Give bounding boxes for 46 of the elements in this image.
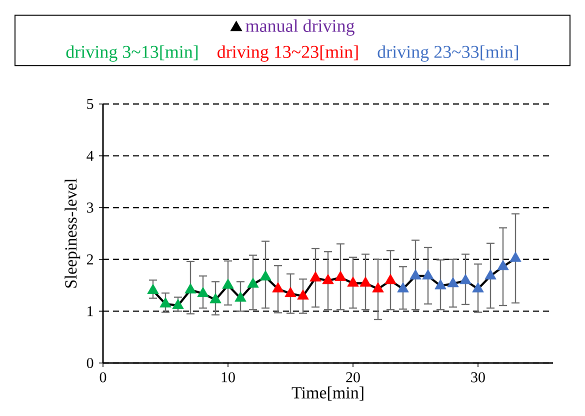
point xyxy=(210,293,222,304)
text: driving 3~13[min] xyxy=(66,45,198,62)
point xyxy=(384,274,396,284)
point xyxy=(460,274,472,284)
point xyxy=(322,274,334,284)
y-tick-label: 0 xyxy=(86,358,94,368)
point xyxy=(310,271,322,282)
point xyxy=(234,292,246,302)
point xyxy=(297,289,309,300)
point xyxy=(284,286,296,298)
point xyxy=(434,279,446,290)
y-tick-label: 2 xyxy=(86,254,93,264)
point xyxy=(334,270,346,281)
y-tick-label: 1 xyxy=(88,306,93,316)
text: driving 23~33[min] xyxy=(378,45,518,62)
point xyxy=(272,282,284,292)
legend-label: manual driving xyxy=(246,19,354,36)
y-tick-label: 5 xyxy=(87,99,94,109)
x-axis-title: Time[min] xyxy=(292,386,364,401)
x-tick-label: 0 xyxy=(100,372,106,382)
y-tick-label: 3 xyxy=(87,202,94,213)
x-tick-label: 20 xyxy=(346,372,360,382)
x-tick-label: 30 xyxy=(471,372,485,382)
text: driving 13~23[min] xyxy=(218,45,358,62)
point xyxy=(160,297,172,308)
point xyxy=(222,278,234,289)
point xyxy=(422,269,434,280)
point xyxy=(447,277,459,288)
y-axis-title: Sleepiness-level xyxy=(64,178,80,288)
x-tick-label: 10 xyxy=(222,372,235,382)
point xyxy=(372,282,384,292)
point xyxy=(510,252,522,262)
point xyxy=(360,276,372,287)
point xyxy=(497,260,509,270)
point xyxy=(247,278,259,288)
point xyxy=(410,269,422,280)
point xyxy=(147,284,159,294)
point xyxy=(184,283,196,294)
y-tick-label: 4 xyxy=(86,150,94,161)
point xyxy=(260,270,272,280)
point xyxy=(484,269,496,280)
point xyxy=(347,276,359,287)
point xyxy=(197,286,209,298)
point xyxy=(172,298,184,309)
point xyxy=(397,282,409,292)
point xyxy=(472,282,484,292)
